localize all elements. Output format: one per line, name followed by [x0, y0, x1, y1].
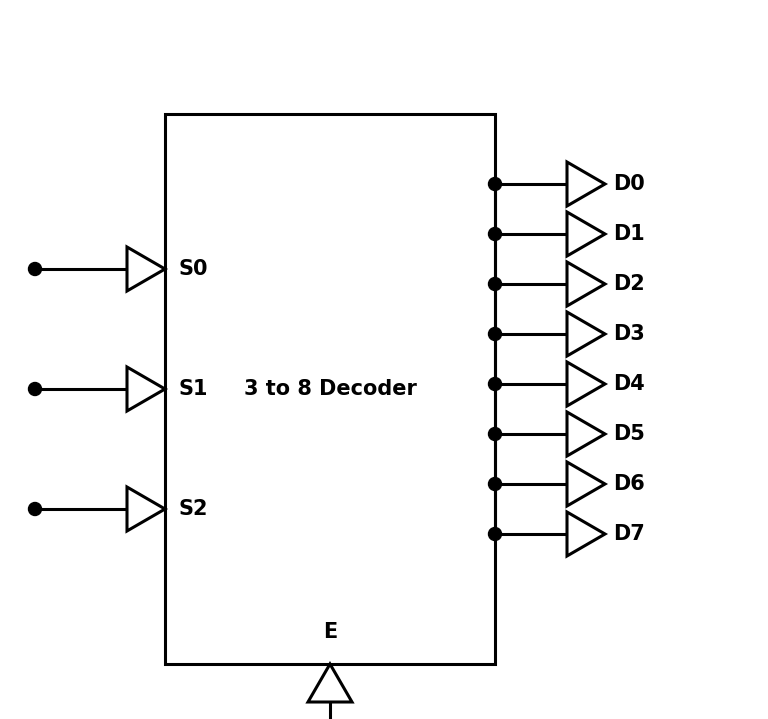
- Circle shape: [28, 503, 41, 516]
- Text: S2: S2: [178, 499, 207, 519]
- Polygon shape: [567, 462, 605, 506]
- Polygon shape: [567, 512, 605, 556]
- Circle shape: [488, 428, 502, 441]
- Text: D5: D5: [613, 424, 645, 444]
- Circle shape: [488, 528, 502, 541]
- Polygon shape: [127, 367, 165, 411]
- Circle shape: [488, 227, 502, 240]
- Circle shape: [488, 178, 502, 191]
- Circle shape: [28, 262, 41, 275]
- Bar: [165, 114, 495, 664]
- Text: D4: D4: [613, 374, 645, 394]
- Text: D0: D0: [613, 174, 645, 194]
- Polygon shape: [127, 487, 165, 531]
- Circle shape: [488, 278, 502, 290]
- Text: E: E: [323, 622, 337, 642]
- Text: D6: D6: [613, 474, 645, 494]
- Polygon shape: [567, 312, 605, 356]
- Circle shape: [488, 327, 502, 341]
- Circle shape: [28, 383, 41, 395]
- Circle shape: [488, 477, 502, 490]
- Text: D7: D7: [613, 524, 645, 544]
- Polygon shape: [308, 664, 352, 702]
- Polygon shape: [567, 412, 605, 456]
- Polygon shape: [567, 162, 605, 206]
- Text: 3 to 8 Decoder: 3 to 8 Decoder: [243, 379, 416, 399]
- Polygon shape: [567, 212, 605, 256]
- Polygon shape: [127, 247, 165, 291]
- Polygon shape: [567, 362, 605, 406]
- Text: D2: D2: [613, 274, 645, 294]
- Text: S0: S0: [178, 259, 207, 279]
- Text: D3: D3: [613, 324, 645, 344]
- Polygon shape: [567, 262, 605, 306]
- Text: D1: D1: [613, 224, 645, 244]
- Circle shape: [488, 377, 502, 390]
- Text: S1: S1: [178, 379, 207, 399]
